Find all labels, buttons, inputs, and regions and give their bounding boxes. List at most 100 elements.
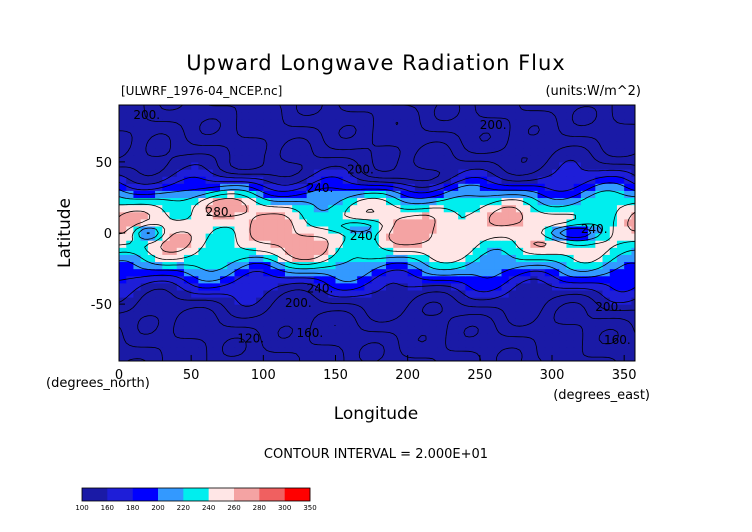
heatmap-cell bbox=[335, 112, 344, 120]
contour-label: 240. bbox=[307, 181, 334, 195]
heatmap-cell bbox=[220, 225, 228, 234]
heatmap-cell bbox=[378, 204, 387, 213]
heatmap-cell bbox=[133, 112, 142, 120]
heatmap-cell bbox=[328, 105, 337, 113]
x-tick-label: 100 bbox=[251, 368, 276, 383]
heatmap-cell bbox=[530, 154, 539, 163]
heatmap-cell bbox=[371, 254, 380, 263]
heatmap-cell bbox=[270, 339, 279, 348]
heatmap-cell bbox=[342, 119, 351, 127]
contour-line-260 bbox=[119, 198, 635, 260]
heatmap-cell bbox=[616, 297, 625, 305]
heatmap-cell bbox=[313, 154, 322, 163]
heatmap-cell bbox=[530, 133, 539, 142]
heatmap-cell bbox=[566, 211, 575, 220]
heatmap-cell bbox=[220, 254, 228, 263]
heatmap-cell bbox=[299, 304, 308, 312]
heatmap-cell bbox=[205, 140, 214, 149]
heatmap-cell bbox=[270, 289, 279, 298]
x-tick-label: 50 bbox=[183, 368, 200, 383]
heatmap-cell bbox=[299, 254, 308, 263]
heatmap-cell bbox=[436, 311, 445, 319]
heatmap-cell bbox=[133, 197, 142, 206]
heatmap-cell bbox=[328, 339, 337, 348]
heatmap-cell bbox=[436, 218, 445, 227]
heatmap-cell bbox=[299, 353, 308, 361]
heatmap-cell bbox=[515, 169, 524, 177]
heatmap-cell bbox=[284, 112, 293, 120]
heatmap-cell bbox=[422, 119, 430, 127]
heatmap-cell bbox=[515, 161, 524, 170]
heatmap-cell bbox=[552, 261, 560, 270]
heatmap-cell bbox=[212, 204, 221, 213]
heatmap-cell bbox=[306, 353, 315, 361]
heatmap-cell bbox=[364, 346, 373, 355]
heatmap-cell bbox=[501, 105, 510, 113]
heatmap-cell bbox=[580, 318, 589, 327]
heatmap-cell bbox=[191, 346, 199, 355]
heatmap-cell bbox=[306, 247, 315, 255]
heatmap-cell bbox=[155, 218, 163, 227]
heatmap-cell bbox=[472, 140, 481, 149]
heatmap-cell bbox=[479, 176, 488, 184]
heatmap-cell bbox=[458, 161, 467, 170]
heatmap-cell bbox=[169, 176, 178, 184]
heatmap-cell bbox=[602, 233, 611, 241]
heatmap-cell bbox=[393, 154, 402, 163]
heatmap-cell bbox=[552, 339, 560, 348]
heatmap-cell bbox=[256, 169, 264, 177]
heatmap-cell bbox=[595, 211, 604, 220]
heatmap-cell bbox=[183, 126, 192, 135]
heatmap-cell bbox=[205, 247, 214, 255]
heatmap-cell bbox=[292, 140, 301, 149]
heatmap-cell bbox=[508, 190, 517, 199]
heatmap-cell bbox=[220, 126, 228, 135]
heatmap-cell bbox=[523, 161, 531, 170]
heatmap-cell bbox=[256, 325, 264, 334]
heatmap-cell bbox=[414, 126, 423, 135]
heatmap-cell bbox=[155, 332, 163, 341]
heatmap-cell bbox=[140, 154, 149, 163]
heatmap-cell bbox=[162, 112, 171, 120]
heatmap-cell bbox=[566, 119, 575, 127]
heatmap-cell bbox=[119, 190, 127, 199]
x-axis-ticks: 0 50 100 150 200 250 300 350 bbox=[115, 355, 637, 383]
heatmap-cell bbox=[443, 254, 452, 263]
heatmap-cell bbox=[616, 161, 625, 170]
heatmap-cell bbox=[537, 268, 546, 277]
heatmap-cell bbox=[133, 154, 142, 163]
heatmap-cell bbox=[313, 161, 322, 170]
heatmap-cell bbox=[342, 140, 351, 149]
heatmap-cell bbox=[552, 105, 560, 113]
heatmap-cell bbox=[422, 318, 430, 327]
heatmap-cell bbox=[126, 325, 135, 334]
heatmap-cell bbox=[133, 318, 142, 327]
heatmap-cell bbox=[342, 240, 351, 248]
heatmap-cell bbox=[443, 346, 452, 355]
heatmap-cell bbox=[393, 304, 402, 312]
heatmap-cell bbox=[162, 197, 171, 206]
heatmap-cell bbox=[198, 225, 207, 234]
heatmap-cell bbox=[119, 204, 127, 213]
heatmap-cell bbox=[537, 304, 546, 312]
heatmap-cell bbox=[429, 204, 438, 213]
heatmap-cell bbox=[277, 353, 286, 361]
heatmap-cell bbox=[588, 254, 596, 263]
heatmap-cell bbox=[191, 211, 199, 220]
heatmap-cell bbox=[465, 353, 474, 361]
heatmap-cell bbox=[386, 161, 394, 170]
heatmap-cell bbox=[609, 275, 618, 284]
heatmap-cell bbox=[552, 304, 560, 312]
heatmap-cell bbox=[443, 240, 452, 248]
heatmap-cell bbox=[544, 204, 553, 213]
heatmap-cell bbox=[400, 211, 409, 220]
heatmap-cell bbox=[313, 318, 322, 327]
heatmap-cell bbox=[176, 140, 185, 149]
heatmap-cell bbox=[494, 268, 503, 277]
heatmap-cell bbox=[342, 325, 351, 334]
heatmap-cell bbox=[155, 353, 163, 361]
heatmap-cell bbox=[386, 190, 394, 199]
heatmap-cell bbox=[429, 119, 438, 127]
heatmap-cell bbox=[205, 190, 214, 199]
heatmap-cell bbox=[544, 133, 553, 142]
